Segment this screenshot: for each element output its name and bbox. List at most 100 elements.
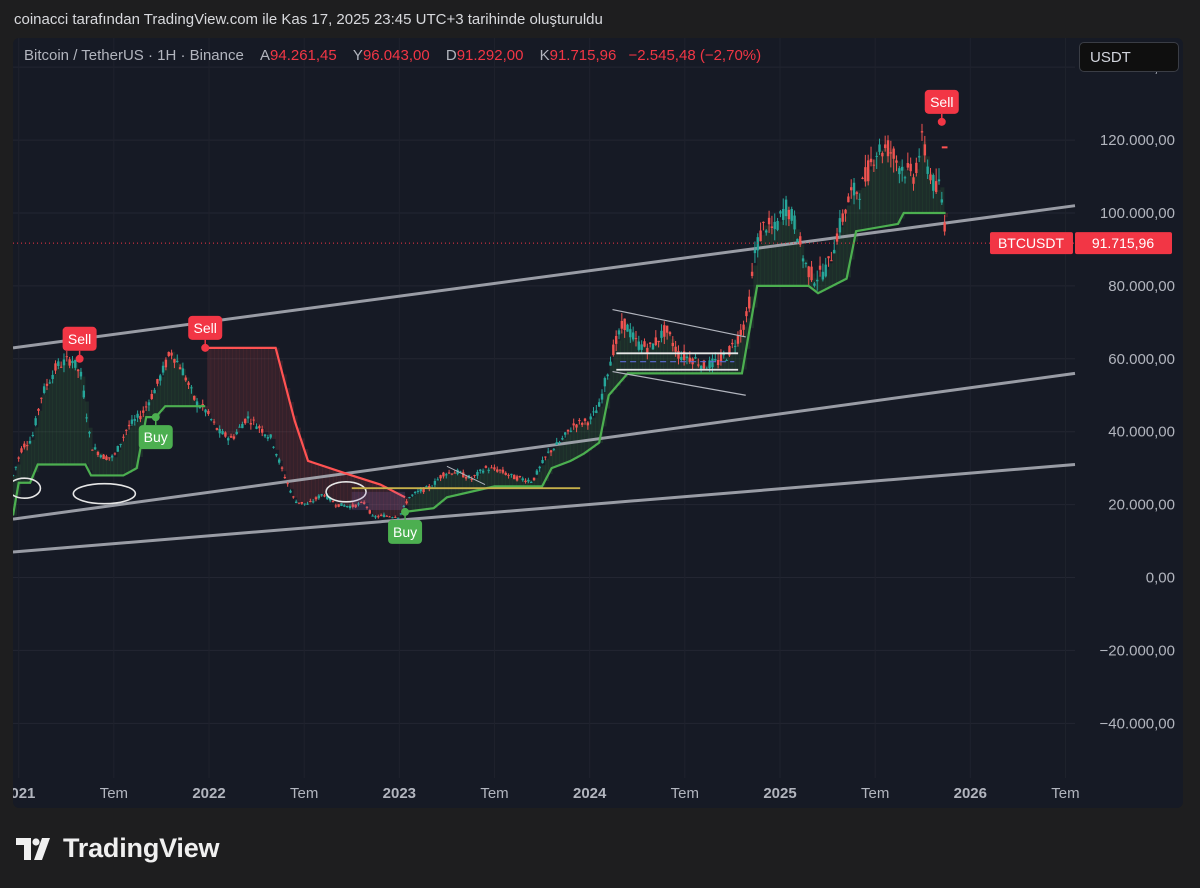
- trend-fill: [289, 401, 294, 489]
- candle-body: [164, 359, 168, 368]
- candle-body: [377, 516, 380, 518]
- candle-body: [507, 474, 510, 476]
- candle-body: [813, 283, 816, 286]
- candle-body: [841, 213, 844, 222]
- trend-fill: [95, 450, 100, 476]
- trend-fill: [879, 149, 884, 228]
- trend-fill: [411, 495, 417, 512]
- candle-body: [782, 208, 785, 220]
- trend-fill: [253, 347, 258, 423]
- candle-body: [360, 501, 363, 503]
- trend-fill: [225, 347, 230, 436]
- candle-body: [411, 494, 414, 496]
- trend-fill: [465, 476, 470, 493]
- trend-fill: [728, 352, 733, 374]
- signal-badge: [188, 315, 223, 340]
- candle-body: [249, 423, 253, 425]
- candle-body: [773, 221, 776, 230]
- candle-body: [413, 492, 417, 494]
- trend-fill: [88, 427, 93, 471]
- candle-body: [260, 428, 264, 433]
- candle-body: [280, 467, 284, 469]
- candle-body: [940, 199, 944, 203]
- candle-body: [484, 466, 488, 468]
- trend-fill: [433, 484, 438, 509]
- trend-fill: [530, 480, 535, 487]
- candle-body: [416, 490, 420, 492]
- trend-fill: [106, 457, 111, 476]
- candle-body: [861, 177, 864, 179]
- trend-fill: [512, 476, 517, 487]
- candle-body: [510, 473, 513, 475]
- trend-fill: [789, 212, 794, 286]
- trend-fill: [774, 229, 780, 286]
- trend-fill: [868, 169, 873, 230]
- candle-body: [17, 457, 20, 459]
- trend-fill: [595, 412, 600, 446]
- candle-body: [88, 431, 91, 434]
- close-value: 91.715,96: [549, 47, 617, 64]
- trend-fill: [717, 362, 722, 374]
- candle-body: [804, 263, 808, 265]
- tradingview-logo-icon: [16, 838, 50, 860]
- trend-fill: [609, 363, 614, 395]
- candle-body: [733, 345, 737, 347]
- candle-body: [442, 472, 445, 477]
- candle-body: [739, 329, 742, 336]
- candle-body: [864, 167, 867, 182]
- currency-button[interactable]: USDT: [1079, 42, 1179, 72]
- trend-fill: [907, 172, 913, 213]
- candle-body: [722, 354, 725, 356]
- trend-fill: [785, 205, 790, 286]
- candle-body: [374, 516, 377, 518]
- candle-body: [382, 514, 386, 518]
- trend-fill: [84, 401, 89, 465]
- candle-body: [198, 407, 202, 409]
- candle-body: [833, 249, 836, 254]
- candle-body: [334, 505, 338, 507]
- candle-body: [62, 359, 66, 366]
- trend-fill: [519, 478, 524, 487]
- candle-body: [255, 426, 258, 429]
- candle-body: [776, 220, 779, 230]
- candle-body: [869, 158, 873, 163]
- candle-body: [711, 358, 714, 368]
- candle-body: [634, 338, 638, 340]
- trend-fill: [624, 322, 629, 378]
- trend-fill: [836, 238, 841, 284]
- candle-body: [521, 478, 524, 481]
- trend-fill: [659, 336, 665, 374]
- trend-fill: [760, 235, 765, 286]
- candle-body: [719, 354, 723, 362]
- annotation-ellipse: [325, 481, 367, 503]
- candle-body: [612, 344, 615, 356]
- candle-body: [883, 144, 887, 149]
- trend-fill: [217, 347, 222, 431]
- candle-body: [31, 434, 35, 436]
- trend-fill: [246, 347, 251, 418]
- candle-body: [909, 163, 912, 172]
- candle-body: [156, 379, 159, 384]
- trend-fill: [915, 169, 920, 213]
- candle-body: [770, 226, 774, 228]
- trend-fill: [131, 423, 136, 471]
- candle-body: [504, 472, 507, 475]
- candle-body: [566, 429, 570, 432]
- trend-fill: [889, 149, 895, 226]
- candle-body: [912, 177, 915, 184]
- trend-fill: [480, 472, 485, 490]
- trend-fill: [570, 429, 575, 462]
- signal-dot: [401, 507, 410, 516]
- candle-body: [402, 505, 405, 507]
- price-tag-value-box: [1075, 232, 1172, 255]
- candle-body: [561, 438, 564, 440]
- sell-signal: Sell: [188, 315, 223, 352]
- trend-fill: [401, 495, 406, 513]
- trend-fill: [620, 331, 625, 382]
- annotation-ellipse: [13, 477, 42, 499]
- candle-body: [538, 466, 541, 469]
- candle-body: [881, 153, 884, 157]
- trend-fill: [56, 367, 61, 465]
